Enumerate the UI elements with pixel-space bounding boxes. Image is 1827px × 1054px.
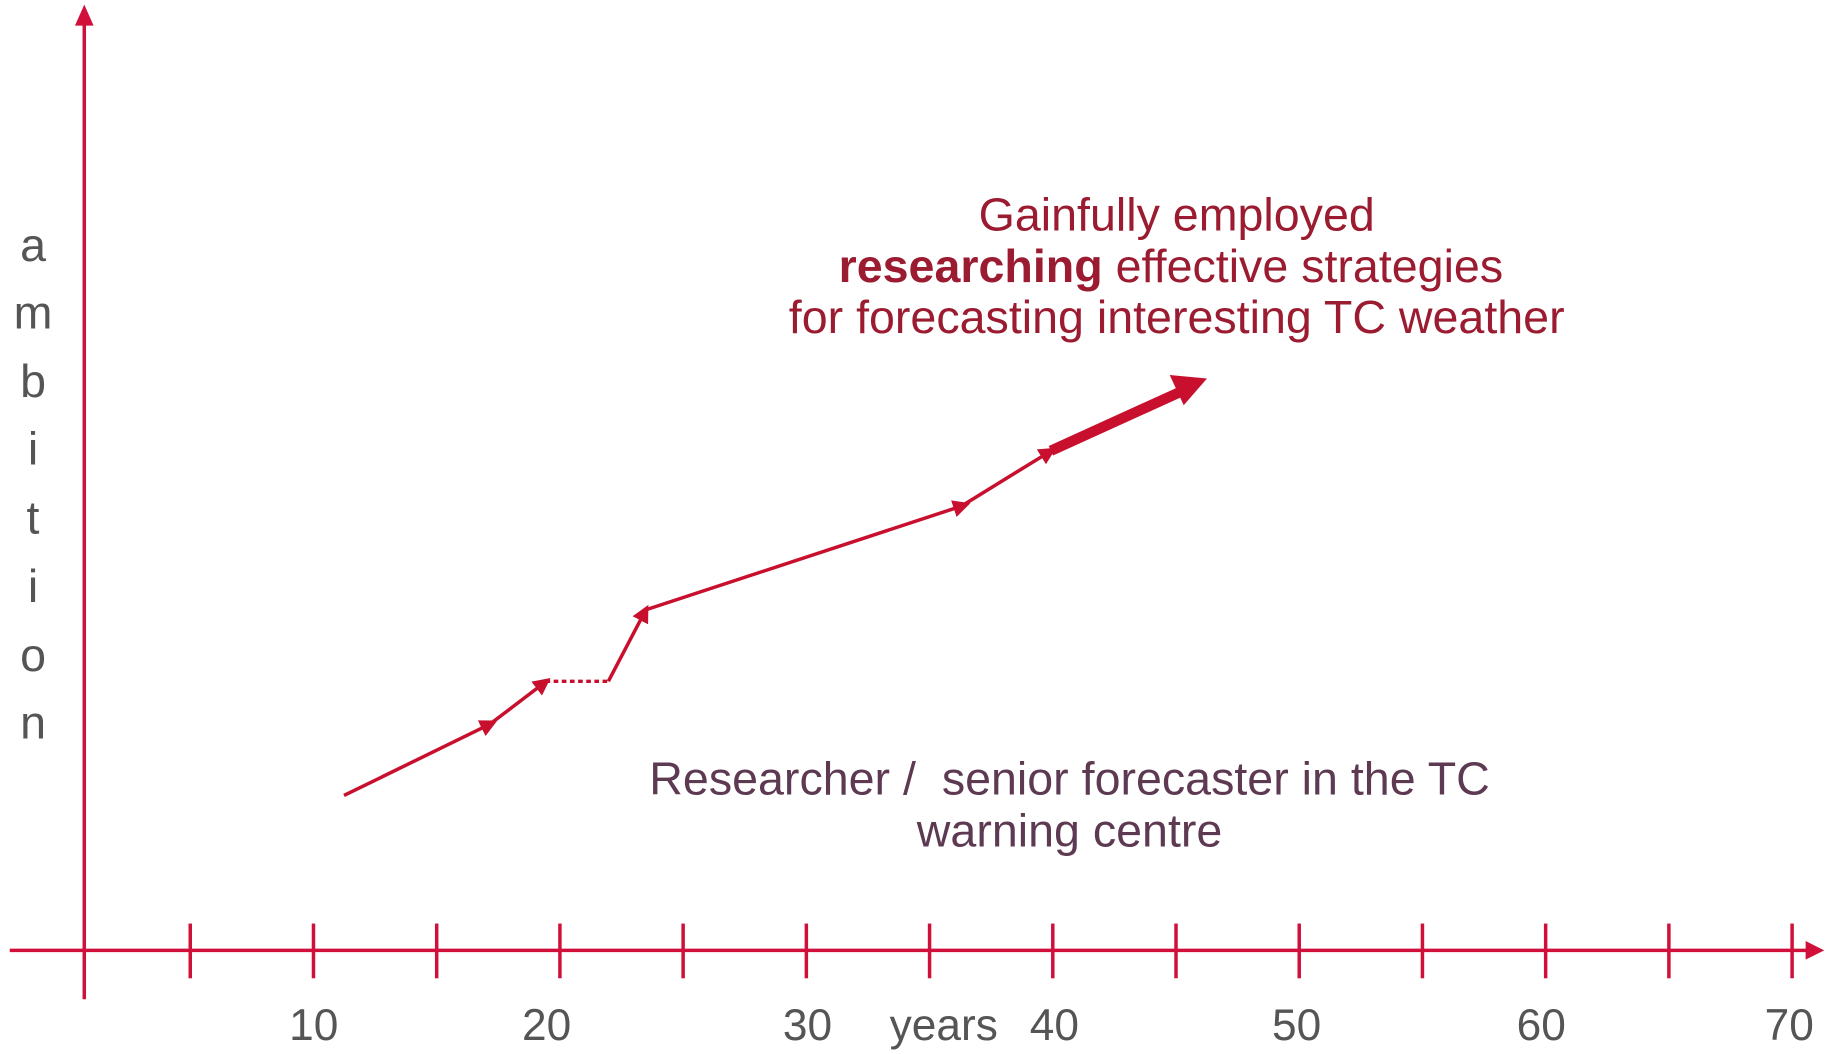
- path-segment: [488, 678, 551, 726]
- axis-letter: i: [28, 560, 38, 612]
- career-path: [343, 375, 1207, 798]
- role-line: warning centre: [916, 805, 1223, 857]
- x-tick-label: 50: [1272, 1001, 1321, 1050]
- path-arrowhead: [1169, 375, 1207, 406]
- axis-letter: t: [27, 491, 40, 543]
- axis-letter: b: [20, 355, 46, 407]
- x-axis-arrow: [1805, 941, 1825, 960]
- y-axis-label: a m b i t i o n: [14, 219, 53, 749]
- goal-text: effective strategies: [1103, 240, 1503, 292]
- path-segment: [343, 720, 498, 798]
- axis-letter: a: [20, 219, 46, 271]
- path-segment: [1048, 387, 1182, 456]
- x-tick-label: 70: [1765, 1001, 1814, 1050]
- x-axis-label: years: [890, 1001, 998, 1050]
- goal-bold: researching: [839, 240, 1103, 292]
- axis-letter: o: [20, 629, 46, 681]
- x-tick-label: 20: [522, 1001, 571, 1050]
- x-tick-label: 60: [1517, 1001, 1566, 1050]
- x-tick-label: 30: [783, 1001, 832, 1050]
- axis-letter: n: [20, 696, 46, 748]
- path-segment: [961, 447, 1057, 507]
- axis-letter: i: [28, 423, 38, 475]
- path-segment: [643, 500, 971, 612]
- role-line: Researcher / senior forecaster in the TC: [649, 752, 1490, 804]
- x-tick-label: 40: [1030, 1001, 1079, 1050]
- x-ticks: [188, 923, 1794, 979]
- path-segment: [606, 604, 649, 683]
- axis-letter: m: [14, 286, 53, 338]
- x-tick-label: 10: [289, 1001, 338, 1050]
- goal-line: researching effective strategies: [839, 240, 1504, 292]
- y-axis-arrow: [74, 4, 94, 26]
- goal-line: Gainfully employed: [979, 189, 1375, 241]
- goal-line: for forecasting interesting TC weather: [789, 291, 1565, 343]
